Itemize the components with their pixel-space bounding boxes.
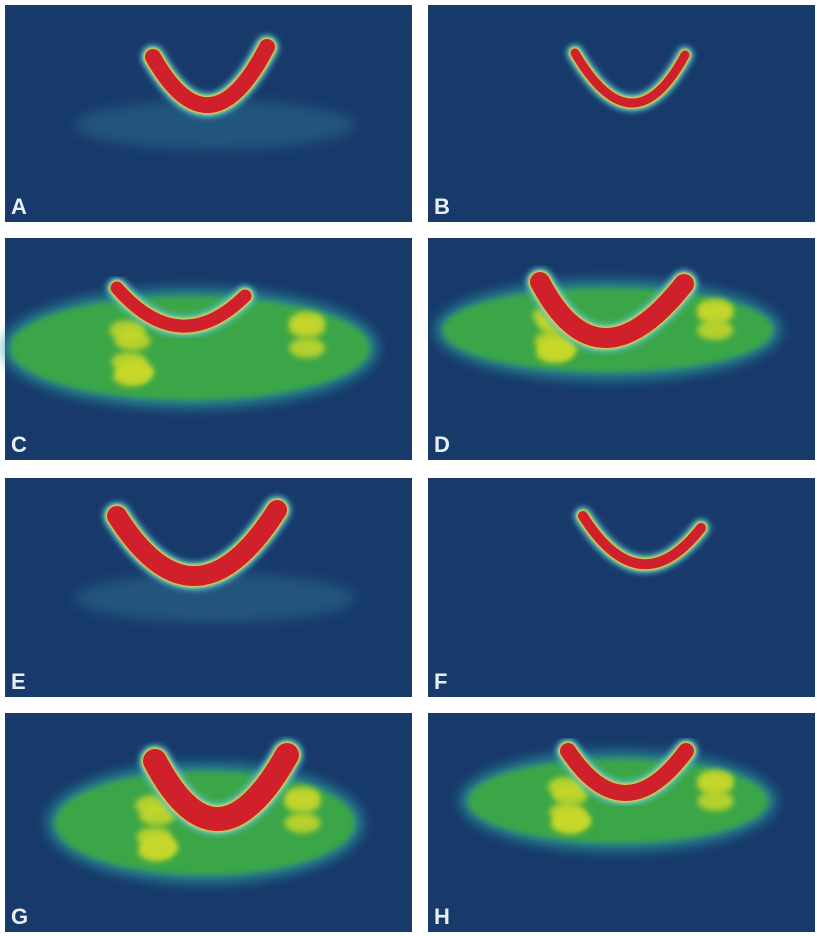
panel: G — [5, 713, 412, 932]
uptake-spot — [289, 318, 325, 338]
uptake-spot — [118, 363, 154, 383]
uptake-spot — [285, 813, 321, 833]
panel: B — [428, 5, 815, 222]
panel-content — [460, 751, 776, 851]
panel-label: E — [11, 669, 26, 694]
panel-label: H — [434, 904, 450, 929]
panel: F — [428, 478, 815, 697]
panel-label: F — [434, 669, 447, 694]
panel: E — [5, 478, 412, 697]
uptake-spot — [284, 793, 320, 813]
panel-content — [435, 280, 781, 380]
panel-content — [2, 288, 378, 408]
uptake-spot — [289, 338, 325, 358]
uptake-spot — [142, 838, 178, 858]
panel: C — [2, 238, 412, 460]
panel-label: G — [11, 904, 28, 929]
panel-background — [428, 5, 815, 222]
figure: A B C D E F G H — [0, 0, 817, 936]
panel: A — [5, 5, 412, 222]
panel-label: C — [11, 432, 27, 457]
uptake-spot — [110, 320, 146, 340]
panel-background — [428, 478, 815, 697]
uptake-spot — [541, 340, 577, 360]
panel-label: D — [434, 432, 450, 457]
panel: H — [428, 713, 815, 932]
panel-label: B — [434, 194, 450, 219]
panel: D — [428, 238, 815, 460]
panel-label: A — [11, 194, 27, 219]
uptake-spot — [555, 811, 591, 831]
uptake-spot — [697, 775, 733, 795]
uptake-spot — [697, 304, 733, 324]
